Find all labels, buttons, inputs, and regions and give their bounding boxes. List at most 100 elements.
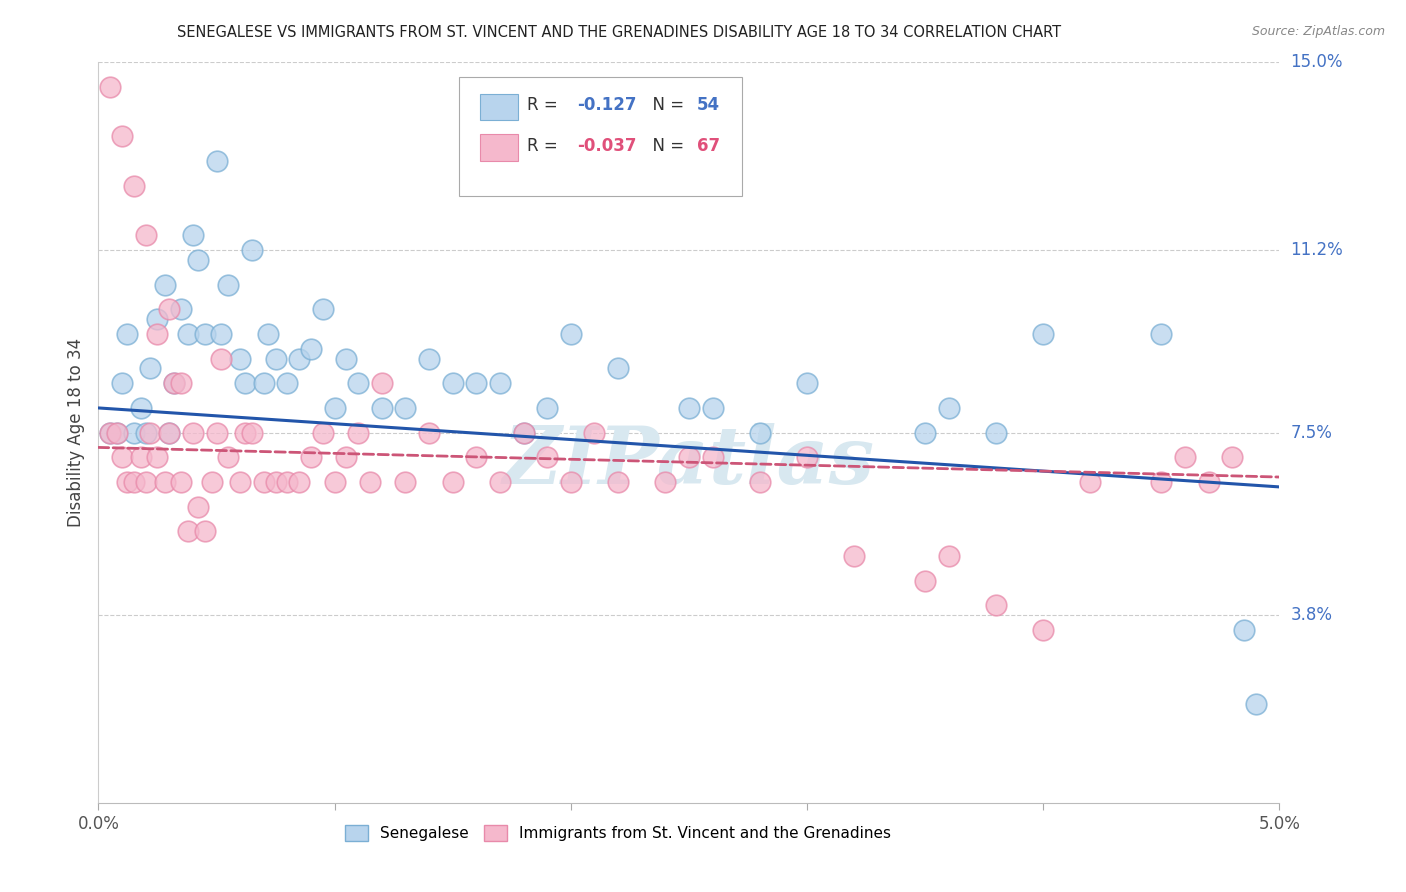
Point <box>489 376 512 391</box>
Point <box>914 574 936 588</box>
Text: 3.8%: 3.8% <box>1291 607 1333 624</box>
Point <box>153 475 176 489</box>
Point <box>163 376 186 391</box>
Point <box>139 425 162 440</box>
Text: R =: R = <box>527 96 564 114</box>
Point <box>465 450 488 465</box>
FancyBboxPatch shape <box>479 94 517 120</box>
Point <box>146 326 169 341</box>
Point <box>276 475 298 489</box>
Point <box>170 475 193 489</box>
Point <box>288 475 311 489</box>
Point <box>181 228 204 243</box>
Point <box>984 425 1007 440</box>
Point <box>209 351 232 366</box>
Point <box>98 425 121 440</box>
Point <box>607 475 630 489</box>
Point <box>122 425 145 440</box>
Point <box>217 277 239 292</box>
Point <box>323 401 346 415</box>
Point <box>135 425 157 440</box>
Text: -0.127: -0.127 <box>576 96 637 114</box>
Point <box>512 425 534 440</box>
Text: N =: N = <box>641 137 689 155</box>
Point <box>748 425 770 440</box>
Point <box>748 475 770 489</box>
Point <box>157 425 180 440</box>
Point <box>139 361 162 376</box>
Text: 7.5%: 7.5% <box>1291 424 1333 442</box>
Point <box>146 450 169 465</box>
Point <box>229 351 252 366</box>
Point <box>394 401 416 415</box>
Point <box>441 475 464 489</box>
Point <box>299 450 322 465</box>
Point <box>394 475 416 489</box>
Text: 54: 54 <box>697 96 720 114</box>
Point <box>135 228 157 243</box>
Point <box>418 351 440 366</box>
Point <box>607 361 630 376</box>
Point <box>418 425 440 440</box>
Point <box>984 599 1007 613</box>
Point <box>253 376 276 391</box>
Point <box>678 401 700 415</box>
Point <box>583 425 606 440</box>
Point <box>1198 475 1220 489</box>
Point <box>1150 326 1173 341</box>
Point <box>371 376 394 391</box>
Point <box>323 475 346 489</box>
Y-axis label: Disability Age 18 to 34: Disability Age 18 to 34 <box>66 338 84 527</box>
Point <box>678 450 700 465</box>
Point <box>177 524 200 539</box>
Point <box>111 376 134 391</box>
Point <box>187 252 209 267</box>
Point <box>288 351 311 366</box>
Point <box>702 401 724 415</box>
Point <box>135 475 157 489</box>
Point <box>170 376 193 391</box>
Text: R =: R = <box>527 137 564 155</box>
Point <box>122 475 145 489</box>
Point <box>111 450 134 465</box>
Point <box>181 425 204 440</box>
Point <box>229 475 252 489</box>
Point <box>1080 475 1102 489</box>
Point <box>170 302 193 317</box>
Point <box>702 450 724 465</box>
Point <box>844 549 866 563</box>
Point <box>441 376 464 391</box>
Point <box>276 376 298 391</box>
Point <box>489 475 512 489</box>
Text: SENEGALESE VS IMMIGRANTS FROM ST. VINCENT AND THE GRENADINES DISABILITY AGE 18 T: SENEGALESE VS IMMIGRANTS FROM ST. VINCEN… <box>177 25 1060 40</box>
Point <box>157 425 180 440</box>
Point <box>194 326 217 341</box>
FancyBboxPatch shape <box>479 135 517 161</box>
Point <box>938 401 960 415</box>
Text: 67: 67 <box>697 137 720 155</box>
Point <box>122 178 145 193</box>
Point <box>105 425 128 440</box>
Point <box>105 425 128 440</box>
Point <box>187 500 209 514</box>
Point <box>347 425 370 440</box>
Point <box>347 376 370 391</box>
Point <box>146 312 169 326</box>
Point <box>233 425 256 440</box>
Point <box>115 475 138 489</box>
Point <box>654 475 676 489</box>
Point <box>1220 450 1243 465</box>
Point <box>129 401 152 415</box>
Point <box>335 450 357 465</box>
Point <box>157 302 180 317</box>
Point <box>253 475 276 489</box>
Point <box>560 326 582 341</box>
Point <box>153 277 176 292</box>
Point <box>1233 623 1256 637</box>
Point <box>264 351 287 366</box>
Text: Source: ZipAtlas.com: Source: ZipAtlas.com <box>1251 25 1385 38</box>
Point <box>312 425 335 440</box>
Point <box>240 425 263 440</box>
FancyBboxPatch shape <box>458 78 742 195</box>
Point <box>938 549 960 563</box>
